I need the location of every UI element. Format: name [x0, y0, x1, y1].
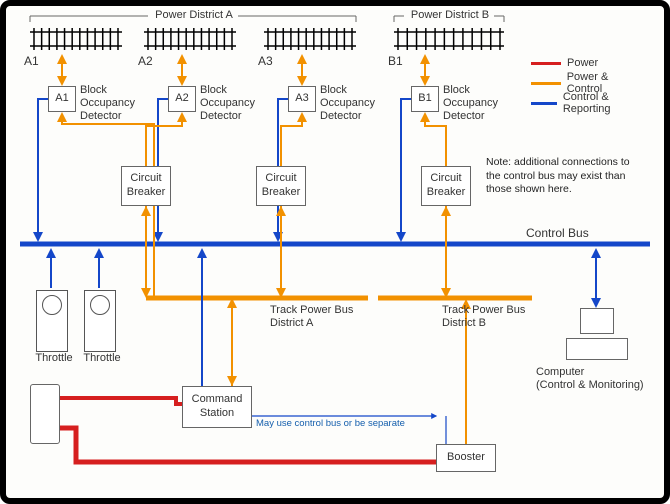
- legend-row: Power: [531, 56, 646, 70]
- district-label: Power District A: [149, 9, 239, 22]
- booster-box: Booster: [436, 444, 496, 472]
- legend: Power Power & Control Control & Reportin…: [531, 56, 646, 116]
- circuit-breaker-box: CircuitBreaker: [256, 166, 306, 206]
- computer-monitor: [580, 308, 614, 334]
- hint-text: May use control bus or be separate: [256, 418, 405, 429]
- throttle: [84, 290, 116, 352]
- bod-label: BlockOccupancyDetector: [200, 84, 264, 124]
- computer-base: [566, 338, 628, 360]
- track-label: B1: [388, 54, 403, 68]
- bod-id-box: A2: [168, 86, 196, 112]
- command-station-box: CommandStation: [182, 386, 252, 428]
- circuit-breaker-box: CircuitBreaker: [421, 166, 471, 206]
- track-label: A2: [138, 54, 153, 68]
- track-label: A3: [258, 54, 273, 68]
- bod-id-box: A1: [48, 86, 76, 112]
- legend-label: Power: [567, 57, 598, 69]
- legend-label: Control & Reporting: [563, 91, 646, 115]
- throttle-label: Throttle: [80, 352, 124, 365]
- bus-b-label: Track Power BusDistrict B: [442, 304, 552, 330]
- bod-id-box: A3: [288, 86, 316, 112]
- throttle: [36, 290, 68, 352]
- throttle-label: Throttle: [32, 352, 76, 365]
- bod-id-box: B1: [411, 86, 439, 112]
- district-label: Power District B: [405, 9, 495, 22]
- bus-a-label: Track Power BusDistrict A: [270, 304, 380, 330]
- computer-label: Computer(Control & Monitoring): [536, 366, 666, 392]
- power-outlet: [30, 384, 60, 444]
- legend-row: Power & Control: [531, 76, 646, 90]
- circuit-breaker-box: CircuitBreaker: [121, 166, 171, 206]
- track-label: A1: [24, 54, 39, 68]
- legend-row: Control & Reporting: [531, 96, 646, 110]
- bod-label: BlockOccupancyDetector: [80, 84, 144, 124]
- bod-label: BlockOccupancyDetector: [320, 84, 384, 124]
- control-bus-label: Control Bus: [526, 226, 589, 240]
- bod-label: BlockOccupancyDetector: [443, 84, 507, 124]
- note-text: Note: additional connections to the cont…: [486, 156, 646, 197]
